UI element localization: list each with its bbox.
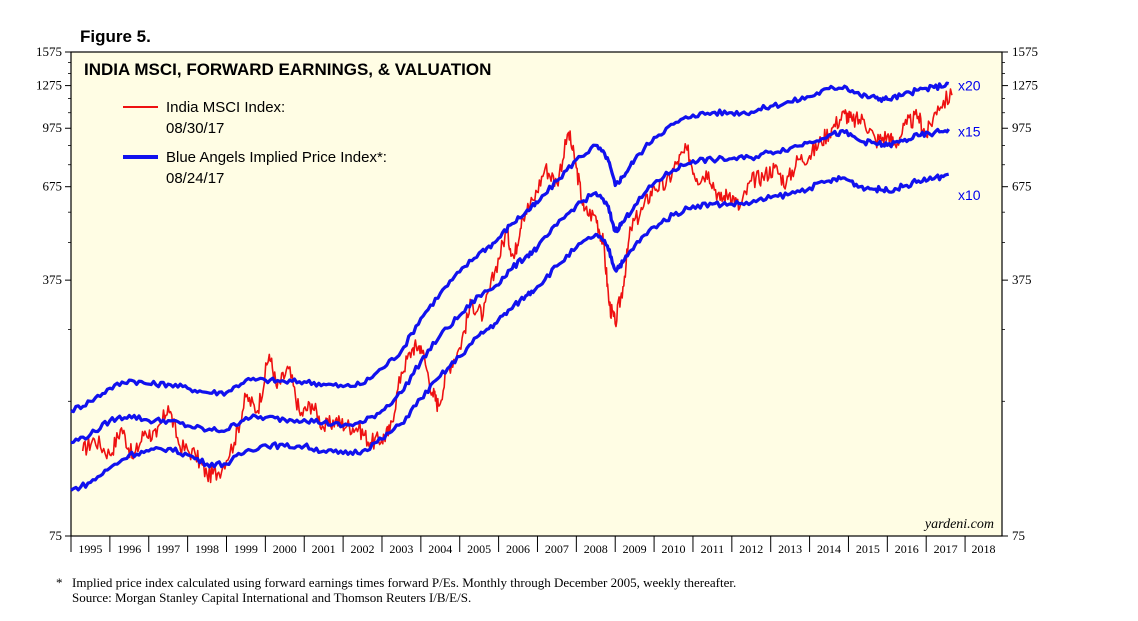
x-tick-label: 2018 (972, 542, 996, 556)
brand-label: yardeni.com (923, 517, 994, 532)
x-tick-label: 2012 (739, 542, 763, 556)
multiplier-label-x15: x15 (958, 124, 981, 140)
blue-angels-line-x15 (70, 127, 951, 445)
x-tick-label: 2002 (351, 542, 375, 556)
y-tick-label-left: 1275 (36, 78, 62, 93)
y-tick-label-left: 975 (43, 120, 63, 135)
y-tick-label-right: 1575 (1012, 44, 1038, 59)
footnote-line-1: Implied price index calculated using for… (72, 575, 736, 590)
x-tick-label: 2010 (662, 542, 686, 556)
x-tick-label: 2009 (623, 542, 647, 556)
x-tick-label: 2003 (389, 542, 413, 556)
x-tick-label: 1998 (195, 542, 219, 556)
figure-label: Figure 5. (80, 27, 151, 46)
legend: India MSCI Index: 08/30/17 Blue Angels I… (123, 99, 387, 187)
y-axis-left: 75 375 675 975 1275 1575 (36, 44, 71, 543)
legend-date-blue-angels: 08/24/17 (166, 170, 224, 187)
y-axis-right: 75 375 675 975 1275 1575 (1002, 44, 1038, 543)
x-tick-label: 2015 (856, 542, 880, 556)
x-tick-label: 2004 (428, 542, 452, 556)
x-tick-label: 2005 (467, 542, 491, 556)
multiplier-label-x20: x20 (958, 78, 981, 94)
x-tick-label: 2001 (312, 542, 336, 556)
footnote-line-2: Source: Morgan Stanley Capital Internati… (72, 590, 471, 605)
legend-label-india: India MSCI Index: (166, 99, 285, 116)
x-axis: 1995 1996 1997 1998 1999 2000 2001 2002 2003 2004… (70, 536, 996, 556)
x-tick-label: 2000 (273, 542, 297, 556)
footnote-star: * (56, 575, 63, 590)
y-tick-label-right: 375 (1012, 272, 1032, 287)
legend-date-india: 08/30/17 (166, 120, 224, 137)
y-tick-label-right: 975 (1012, 120, 1032, 135)
x-tick-label: 1997 (156, 542, 180, 556)
blue-angels-line-x10 (70, 172, 950, 492)
x-tick-label: 2013 (778, 542, 802, 556)
y-tick-label-left: 75 (49, 528, 62, 543)
y-tick-label-left: 675 (43, 179, 63, 194)
x-tick-label: 2016 (895, 542, 919, 556)
chart-title: INDIA MSCI, FORWARD EARNINGS, & VALUATIO… (84, 60, 491, 79)
x-tick-label: 1999 (234, 542, 258, 556)
y-tick-label-left: 375 (43, 272, 63, 287)
x-tick-label: 2011 (701, 542, 725, 556)
y-tick-label-right: 675 (1012, 179, 1032, 194)
x-tick-label: 2017 (934, 542, 958, 556)
x-tick-label: 2006 (506, 542, 530, 556)
multiplier-label-x10: x10 (958, 187, 981, 203)
legend-label-blue-angels: Blue Angels Implied Price Index*: (166, 149, 387, 166)
y-tick-label-right: 75 (1012, 528, 1025, 543)
india-msci-line (81, 88, 953, 484)
x-tick-label: 2014 (817, 542, 841, 556)
y-tick-label-right: 1275 (1012, 78, 1038, 93)
multiplier-labels: x20 x15 x10 (958, 78, 981, 204)
x-tick-label: 1996 (117, 542, 141, 556)
x-tick-label: 2008 (584, 542, 608, 556)
x-tick-label: 1995 (78, 542, 102, 556)
x-tick-label: 2007 (545, 542, 569, 556)
series-layer (70, 81, 953, 492)
blue-angels-line-x20 (70, 81, 950, 414)
y-tick-label-left: 1575 (36, 44, 62, 59)
